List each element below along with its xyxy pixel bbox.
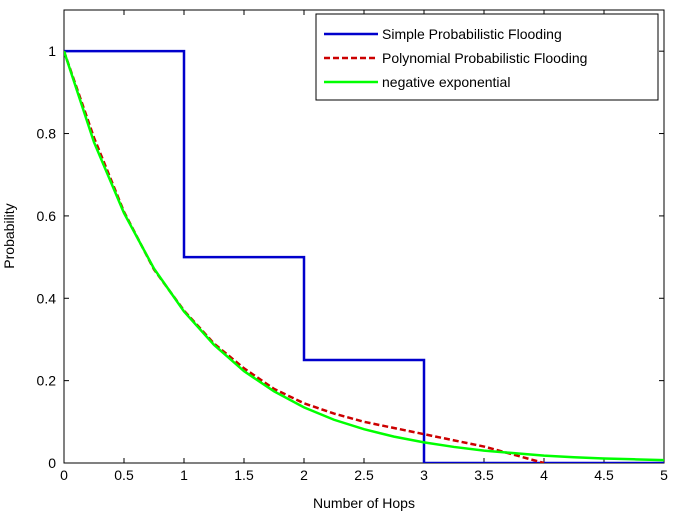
x-tick-label: 3 [420, 467, 428, 483]
x-tick-label: 3.5 [474, 467, 494, 483]
legend-label-0: Simple Probabilistic Flooding [382, 26, 562, 42]
y-tick-label: 1 [48, 43, 56, 59]
x-tick-label: 0 [60, 467, 68, 483]
x-tick-label: 4 [540, 467, 548, 483]
ticks: 0 0.5 1 1.5 2 2.5 3 3.5 4 4.5 5 0 0.2 0.4 0.6 0.8 1 [37, 10, 668, 483]
x-tick-label: 1.5 [234, 467, 254, 483]
y-tick-label: 0.8 [37, 126, 57, 142]
legend-label-1: Polynomial Probabilistic Flooding [382, 50, 587, 66]
y-axis-label: Probability [1, 203, 17, 268]
x-tick-label: 4.5 [594, 467, 614, 483]
series-line-2 [64, 50, 664, 462]
y-tick-label: 0.6 [37, 208, 57, 224]
x-tick-label: 5 [660, 467, 668, 483]
series-line-0 [64, 49, 664, 463]
x-tick-label: 0.5 [114, 467, 134, 483]
x-tick-label: 1 [180, 467, 188, 483]
legend: Simple Probabilistic Flooding Polynomial … [315, 13, 659, 101]
series-lines [64, 49, 664, 463]
y-tick-label: 0.2 [37, 373, 57, 389]
x-tick-label: 2.5 [354, 467, 374, 483]
x-tick-label: 2 [300, 467, 308, 483]
series-line-1 [64, 50, 545, 463]
x-axis-label: Number of Hops [313, 495, 415, 511]
y-tick-label: 0 [48, 455, 56, 471]
y-tick-label: 0.4 [37, 290, 57, 306]
legend-label-2: negative exponential [382, 74, 510, 90]
